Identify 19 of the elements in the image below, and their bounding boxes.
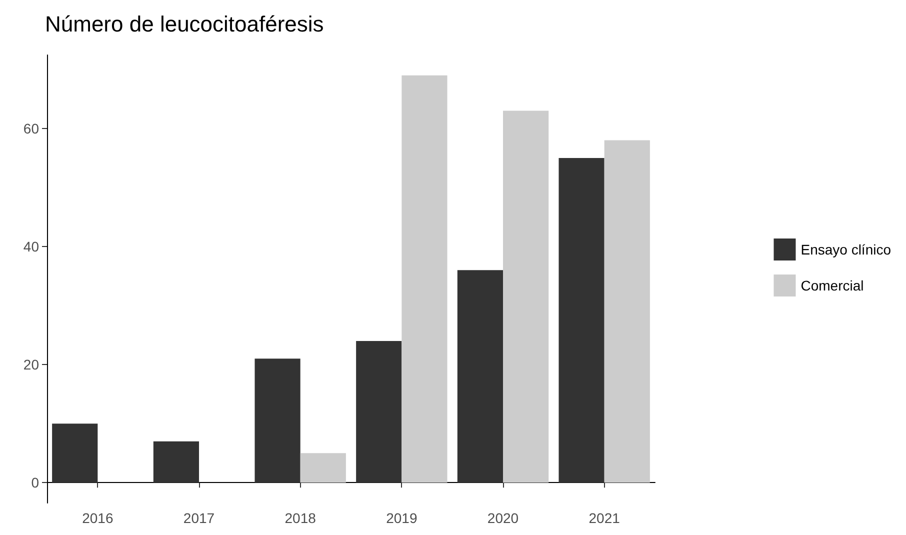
y-tick-label: 0 — [31, 474, 40, 491]
x-tick-label: 2018 — [284, 510, 316, 526]
bar — [153, 441, 199, 483]
y-tick-label: 40 — [23, 238, 40, 255]
legend-label: Ensayo clínico — [800, 242, 892, 258]
bar — [604, 140, 650, 483]
x-tick-label: 2019 — [386, 510, 418, 526]
x-tick-label: 2021 — [588, 510, 620, 526]
bar — [300, 453, 346, 483]
x-tick-label: 2020 — [487, 510, 519, 526]
bar — [402, 75, 448, 483]
legend-label: Comercial — [800, 278, 864, 294]
x-tick-label: 2017 — [183, 510, 215, 526]
bar — [457, 270, 503, 483]
y-tick-label: 20 — [23, 356, 40, 373]
y-tick-label: 60 — [23, 120, 40, 136]
x-tick-label: 2016 — [82, 510, 114, 526]
bar — [503, 110, 549, 483]
chart-title: Número de leucocitoaféresis — [45, 12, 324, 36]
